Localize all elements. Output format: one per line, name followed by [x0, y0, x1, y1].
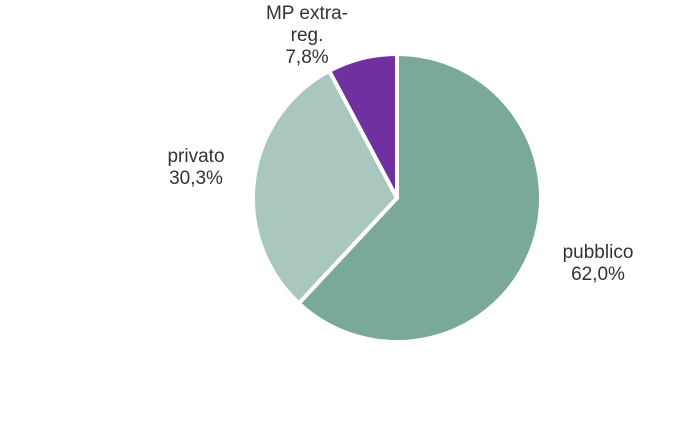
slice-label-mp-extra-reg: MP extra-reg. 7,8% — [266, 3, 348, 68]
pie-slice-privato — [251, 68, 400, 307]
slice-name-label: pubblico — [563, 242, 634, 263]
pie-slice-pubblico — [296, 51, 543, 344]
pie-slices — [251, 51, 543, 344]
pie-slice-mp-extra-reg — [326, 51, 399, 199]
pie-labels: pubblico 62,0% privato 30,3% MP extra-reg. 7,… — [167, 3, 633, 285]
slice-value-label: 7,8% — [285, 47, 328, 68]
slice-value-label: 30,3% — [169, 168, 223, 189]
slice-name-label: privato — [167, 146, 224, 167]
slice-name-label: reg. — [291, 25, 324, 46]
slice-label-privato: privato 30,3% — [167, 146, 224, 189]
slice-label-pubblico: pubblico 62,0% — [563, 242, 634, 285]
slice-name-label: MP extra- — [266, 3, 348, 24]
slice-value-label: 62,0% — [571, 264, 625, 285]
